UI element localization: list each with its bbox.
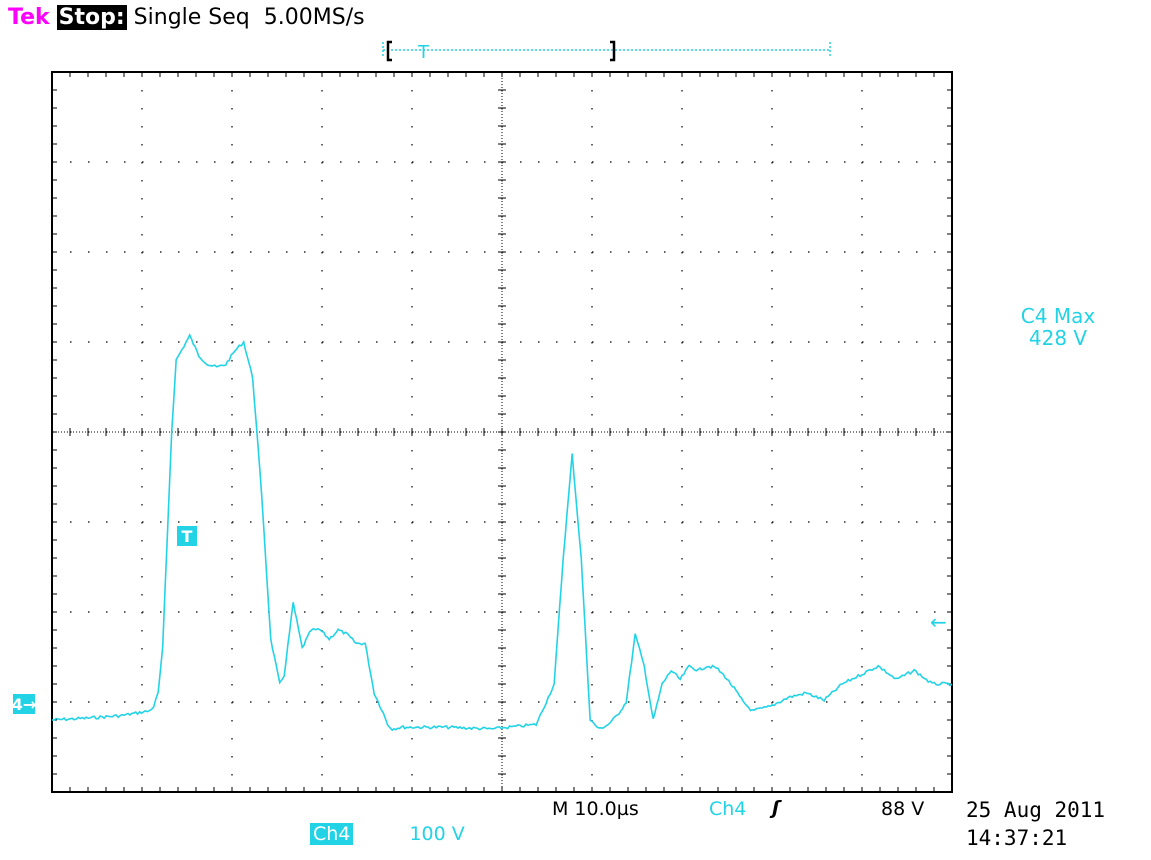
timestamp: 25 Aug 2011 14:37:21 bbox=[966, 796, 1105, 852]
ch4-waveform-trace bbox=[51, 333, 953, 732]
trigger-position-marker: T bbox=[177, 526, 197, 546]
trigger-marker-label: T bbox=[182, 527, 193, 546]
ch4-ground-label: 4→ bbox=[12, 695, 37, 714]
channel-scale-badge: Ch4 bbox=[310, 823, 354, 845]
measurement-readout: C4 Max 428 V bbox=[998, 305, 1118, 349]
graticule bbox=[51, 71, 953, 793]
sample-rate: 5.00MS/s bbox=[263, 5, 365, 30]
volts-per-div: 100 V bbox=[409, 823, 465, 845]
measurement-label: C4 Max bbox=[1020, 304, 1096, 328]
record-position-indicator: T bbox=[382, 40, 831, 63]
measurement-value: 428 V bbox=[1028, 326, 1088, 350]
channel-scale: Ch4 100 V bbox=[310, 823, 465, 845]
record-trigger-label: T bbox=[417, 42, 430, 63]
trigger-slope-icon: ʃ bbox=[772, 797, 780, 819]
scope-header: Tek Stop: Single Seq 5.00MS/s bbox=[8, 4, 365, 32]
trigger-level-arrow: ← bbox=[930, 610, 947, 634]
timebase-label: M 10.0µs bbox=[552, 798, 639, 820]
acquisition-mode: Single Seq bbox=[133, 5, 250, 30]
acquisition-state: Stop: bbox=[56, 5, 127, 30]
ch4-ground-marker: 4→ bbox=[12, 694, 37, 714]
trigger-source: Ch4 bbox=[709, 798, 747, 820]
brand-label: Tek bbox=[8, 5, 50, 30]
timestamp-time: 14:37:21 bbox=[966, 826, 1068, 850]
trigger-level: 88 V bbox=[881, 798, 925, 820]
timestamp-date: 25 Aug 2011 bbox=[966, 798, 1106, 822]
